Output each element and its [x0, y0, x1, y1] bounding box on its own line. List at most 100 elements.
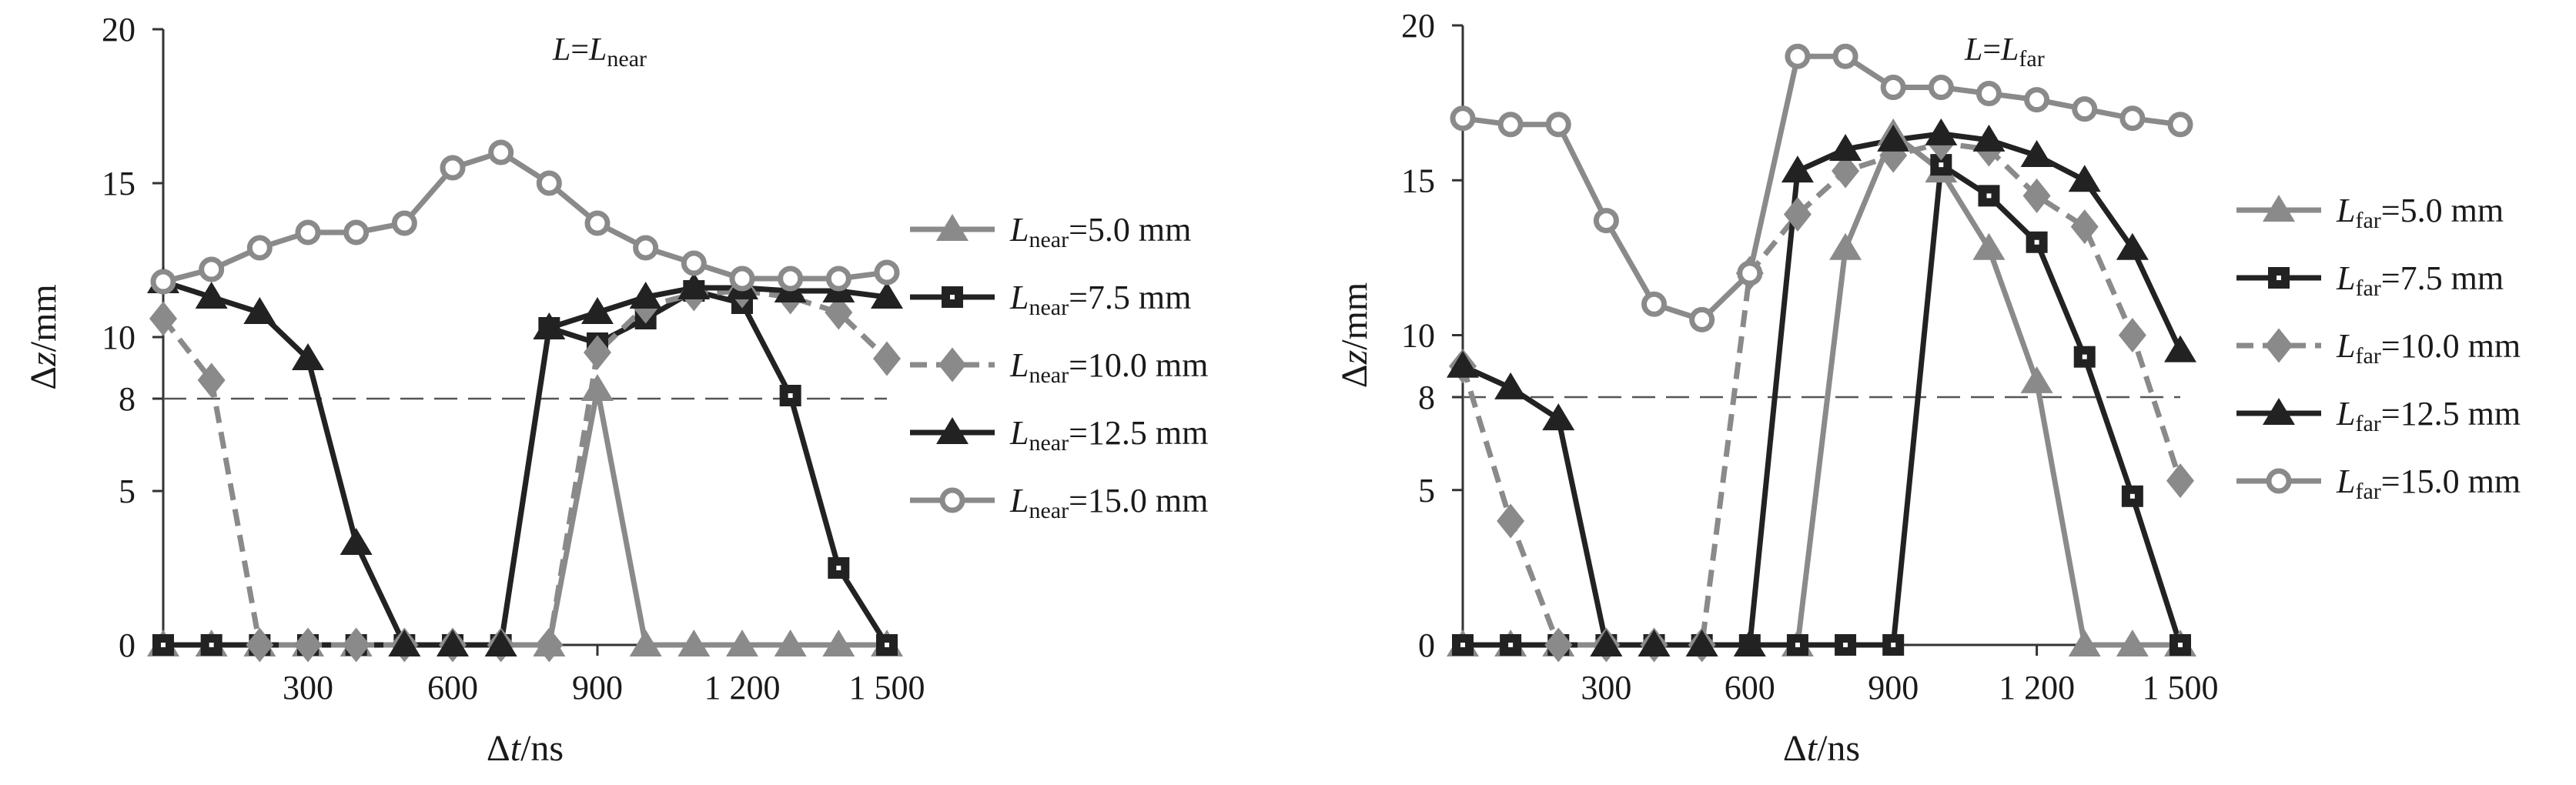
data-point-s0-12: [2020, 366, 2053, 393]
data-point-s2-2: [1544, 627, 1573, 663]
data-point-s2-3: [294, 627, 322, 663]
data-point-s3-10: [629, 282, 662, 309]
legend-label: Lfar=12.5 mm: [2336, 395, 2521, 436]
y-tick-label: 20: [1401, 7, 1435, 45]
data-point-s0-9: [581, 374, 614, 401]
series-line-1: [163, 288, 889, 648]
legend-entry-1: Lfar=7.5 mm: [2236, 259, 2504, 301]
data-point-s4-13: [2072, 96, 2098, 122]
data-point-s0-13: [774, 630, 807, 656]
y-tick-label: 0: [1418, 626, 1435, 664]
x-tick-label: 1 500: [849, 669, 925, 706]
legend-label: Lnear=7.5 mm: [1009, 279, 1191, 320]
data-point-s4-11: [1975, 81, 2002, 107]
data-point-s2-15: [2166, 463, 2194, 499]
data-point-s3-4: [1638, 630, 1671, 656]
data-point-s0-12: [726, 630, 758, 656]
chart-panel-near: 0 5 8 10 15 20 300 600 900 1 200 1 500 L=Lnear Δt/ns…: [23, 11, 1208, 769]
series-line-2: [1460, 140, 2183, 648]
series-line-3: [1461, 131, 2183, 648]
chart-title: L=Lnear: [552, 32, 647, 72]
series-line-4: [162, 149, 888, 285]
legend-entry-3: Lnear=12.5 mm: [910, 414, 1208, 456]
legend-entry-4: Lnear=15.0 mm: [910, 482, 1208, 523]
legend-marker: [2266, 468, 2292, 494]
series-line-3: [162, 279, 888, 648]
data-point-s4-6: [1737, 260, 1763, 286]
legend-marker: [939, 487, 965, 513]
data-point-s4-7: [1785, 43, 1811, 69]
data-point-s4-3: [295, 219, 321, 246]
data-point-s3-15: [871, 282, 903, 309]
data-point-s2-2: [246, 627, 274, 663]
y-tick-label: 15: [102, 165, 135, 202]
x-tick-label: 600: [1725, 669, 1775, 706]
data-point-s2-1: [197, 362, 226, 398]
data-point-s4-5: [391, 210, 417, 236]
legend-label: Lfar=7.5 mm: [2336, 259, 2504, 301]
y-tick-label: 8: [119, 380, 135, 418]
data-point-s4-12: [729, 266, 755, 292]
legend-entry-0: Lfar=5.0 mm: [2236, 192, 2504, 233]
data-point-s4-1: [1497, 112, 1524, 138]
data-point-s4-12: [2024, 87, 2050, 113]
y-tick-label: 5: [119, 473, 135, 510]
x-tick-label: 1 200: [1999, 669, 2075, 706]
data-point-s3-11: [1972, 124, 2006, 152]
data-point-s4-11: [681, 250, 707, 276]
data-point-s3-7: [1781, 155, 1814, 183]
data-point-s2-0: [149, 301, 177, 336]
data-point-s3-5: [1685, 630, 1718, 656]
legend-label: Lfar=15.0 mm: [2336, 463, 2521, 504]
series-line-0: [163, 386, 887, 648]
data-point-s3-6: [1733, 630, 1766, 656]
data-point-s4-8: [536, 170, 562, 196]
data-point-s4-13: [778, 266, 804, 292]
data-point-s2-8: [1832, 153, 1860, 189]
data-point-s4-4: [343, 219, 370, 246]
legend-entry-2: Lnear=10.0 mm: [910, 346, 1208, 388]
data-point-s0-13: [2068, 630, 2101, 656]
legend-marker: [936, 417, 969, 444]
data-point-s4-8: [1832, 43, 1858, 69]
data-point-s4-9: [584, 210, 611, 236]
data-point-s0-11: [1972, 232, 2006, 260]
data-point-s3-9: [581, 297, 614, 324]
data-point-s0-10: [629, 630, 662, 656]
legend-marker: [936, 214, 969, 241]
data-point-s4-9: [1880, 75, 1906, 100]
x-tick-label: 900: [1868, 669, 1919, 706]
legend-label: Lnear=5.0 mm: [1009, 211, 1191, 252]
data-point-s2-15: [873, 341, 901, 376]
data-point-s3-6: [437, 630, 469, 656]
data-point-s2-7: [1783, 197, 1812, 232]
data-point-s3-12: [2020, 140, 2053, 168]
data-point-s3-2: [243, 297, 276, 324]
chart-title: L=Lfar: [1964, 32, 2045, 72]
data-point-s2-13: [2070, 209, 2099, 245]
legend-entry-0: Lnear=5.0 mm: [910, 211, 1191, 252]
y-tick-label: 8: [1418, 379, 1435, 416]
data-point-s0-11: [677, 630, 711, 656]
legend-entry-2: Lfar=10.0 mm: [2236, 327, 2521, 369]
data-point-s3-11: [677, 272, 711, 299]
data-point-s4-14: [2119, 105, 2146, 132]
y-tick-label: 15: [1401, 162, 1435, 199]
data-point-s0-14: [2116, 630, 2149, 656]
legend-label: Lnear=10.0 mm: [1009, 346, 1208, 388]
y-axis-label: Δz/mm: [23, 284, 64, 390]
x-axis-label: Δt/ns: [1783, 728, 1860, 769]
data-point-s3-8: [1829, 134, 1862, 161]
legend-label: Lnear=12.5 mm: [1009, 414, 1208, 456]
data-point-s4-3: [1593, 208, 1619, 234]
y-tick-label: 0: [119, 626, 135, 664]
data-point-s3-13: [2068, 165, 2101, 192]
data-point-s4-0: [1450, 105, 1476, 132]
data-point-s3-1: [195, 282, 228, 309]
y-tick-label: 10: [102, 319, 135, 356]
legend-marker: [2265, 328, 2293, 363]
y-axis-label: Δz/mm: [1334, 282, 1375, 389]
data-point-s3-14: [2116, 232, 2149, 260]
x-tick-label: 1 500: [2143, 669, 2219, 706]
data-point-s0-14: [822, 630, 855, 656]
